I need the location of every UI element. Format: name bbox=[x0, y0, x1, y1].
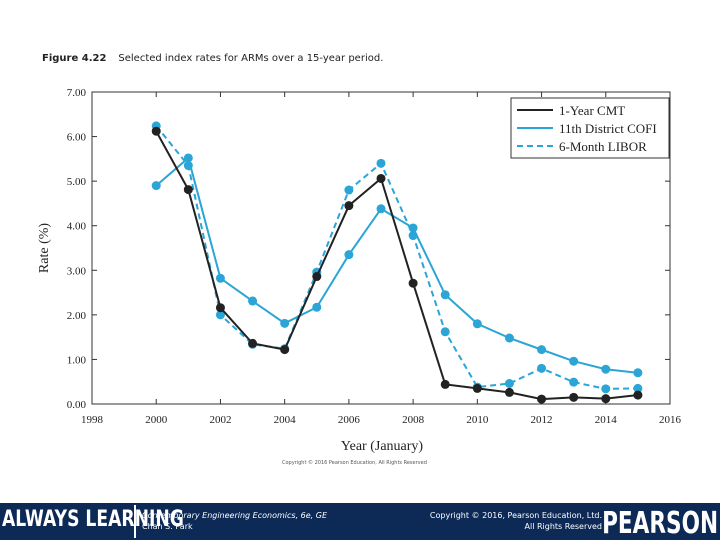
data-point bbox=[280, 318, 290, 328]
y-tick-label: 5.00 bbox=[67, 176, 87, 188]
figure-label: Figure 4.22 bbox=[42, 53, 107, 64]
x-axis-label: Year (January) bbox=[341, 439, 423, 454]
x-tick-label: 2000 bbox=[145, 414, 168, 426]
y-tick-label: 1.00 bbox=[67, 354, 87, 366]
copyright-line-2: All Rights Reserved bbox=[524, 522, 602, 531]
data-point bbox=[601, 364, 611, 374]
footer-bar: ALWAYS LEARNING Contemporary Engineering… bbox=[0, 503, 720, 541]
data-point bbox=[344, 185, 354, 195]
plot-frame bbox=[91, 91, 671, 405]
copyright-line-1: Copyright © 2016, Pearson Education, Ltd… bbox=[429, 511, 602, 520]
legend-label: 11th District COFI bbox=[559, 121, 657, 136]
data-point bbox=[376, 173, 386, 183]
data-point bbox=[504, 333, 514, 343]
data-point bbox=[472, 383, 482, 393]
data-point bbox=[312, 302, 322, 312]
always-learning-logo: ALWAYS LEARNING bbox=[2, 507, 184, 532]
y-tick-label: 6.00 bbox=[67, 132, 87, 144]
x-tick-label: 2006 bbox=[338, 414, 361, 426]
data-point bbox=[504, 387, 514, 397]
pearson-logo: PEARSON bbox=[602, 506, 718, 541]
data-point bbox=[601, 384, 611, 394]
data-point bbox=[376, 204, 386, 214]
x-tick-label: 2012 bbox=[531, 414, 553, 426]
x-tick-label: 2010 bbox=[466, 414, 489, 426]
data-point bbox=[472, 319, 482, 329]
data-point bbox=[215, 303, 225, 313]
series-line bbox=[155, 156, 638, 374]
x-tick-label: 1998 bbox=[81, 414, 104, 426]
data-point bbox=[440, 379, 450, 389]
data-point bbox=[151, 126, 161, 136]
data-point bbox=[537, 345, 547, 355]
book-title: Contemporary Engineering Economics, 6e, … bbox=[142, 511, 328, 520]
x-tick-label: 2016 bbox=[659, 414, 682, 426]
footer-separator bbox=[134, 505, 136, 538]
data-point bbox=[537, 394, 547, 404]
data-point bbox=[312, 272, 322, 282]
figure-text: Selected index rates for ARMs over a 15-… bbox=[118, 53, 384, 64]
x-tick-label: 2008 bbox=[402, 414, 425, 426]
data-point bbox=[183, 161, 193, 171]
data-point bbox=[633, 368, 643, 378]
data-point bbox=[569, 392, 579, 402]
legend-label: 1-Year CMT bbox=[559, 103, 625, 118]
data-point bbox=[440, 290, 450, 300]
book-author: Chan S. Park bbox=[142, 522, 193, 531]
chart-series bbox=[151, 121, 643, 404]
y-tick-label: 2.00 bbox=[67, 310, 87, 322]
data-point bbox=[215, 310, 225, 320]
data-point bbox=[537, 363, 547, 373]
figure-caption: Figure 4.22 Selected index rates for ARMs… bbox=[42, 53, 383, 64]
data-point bbox=[504, 378, 514, 388]
data-point bbox=[601, 394, 611, 404]
data-point bbox=[248, 338, 258, 348]
data-point bbox=[569, 356, 579, 366]
series-line bbox=[155, 130, 638, 401]
legend-label: 6-Month LIBOR bbox=[559, 139, 647, 154]
series-11th-district-cofi bbox=[151, 153, 643, 378]
chart-axes: 0.00 1.00 2.00 3.00 4.00 5.00 6.00 7.00 1998 2000… bbox=[67, 87, 682, 426]
y-tick-label: 3.00 bbox=[67, 265, 87, 277]
series-line bbox=[155, 125, 638, 390]
y-tick-label: 7.00 bbox=[67, 87, 87, 99]
data-point bbox=[633, 390, 643, 400]
data-point bbox=[376, 158, 386, 168]
y-tick-label: 0.00 bbox=[67, 399, 87, 411]
series-6-month-libor bbox=[151, 121, 643, 394]
data-point bbox=[215, 273, 225, 283]
data-point bbox=[344, 250, 354, 260]
data-point bbox=[440, 327, 450, 337]
x-tick-label: 2014 bbox=[595, 414, 618, 426]
chart-legend: 1-Year CMT 11th District COFI 6-Month LIBO… bbox=[510, 97, 670, 159]
series-1-year-cmt bbox=[151, 126, 643, 404]
data-point bbox=[408, 231, 418, 241]
data-point bbox=[344, 201, 354, 211]
data-point bbox=[183, 185, 193, 195]
y-tick-label: 4.00 bbox=[67, 221, 87, 233]
data-point bbox=[633, 383, 643, 393]
data-point bbox=[569, 377, 579, 387]
data-point bbox=[408, 278, 418, 288]
x-tick-label: 2002 bbox=[209, 414, 231, 426]
data-point bbox=[183, 153, 193, 163]
y-axis-label: Rate (%) bbox=[37, 223, 52, 273]
chart-copyright-note: Copyright © 2016 Pearson Education, All … bbox=[282, 460, 427, 466]
data-point bbox=[248, 296, 258, 306]
line-chart: 0.00 1.00 2.00 3.00 4.00 5.00 6.00 7.00 1998 2000… bbox=[37, 87, 682, 454]
data-point bbox=[280, 345, 290, 355]
x-tick-label: 2004 bbox=[274, 414, 297, 426]
data-point bbox=[151, 181, 161, 191]
